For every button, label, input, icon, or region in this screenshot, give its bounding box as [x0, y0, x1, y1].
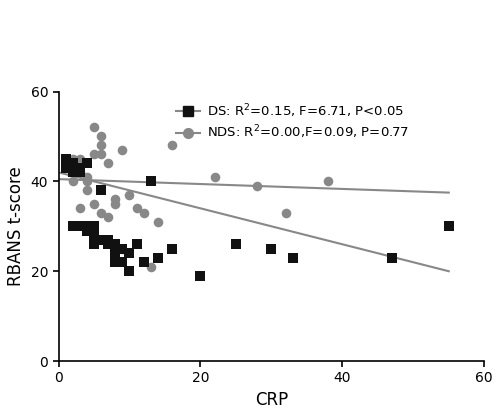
Point	[168, 142, 176, 149]
Point	[126, 250, 134, 257]
Point	[147, 178, 155, 185]
Point	[104, 160, 112, 167]
Point	[140, 210, 147, 216]
Point	[132, 205, 140, 212]
Point	[68, 156, 76, 162]
Point	[268, 245, 276, 252]
Point	[83, 187, 91, 194]
Point	[90, 223, 98, 230]
Point	[68, 169, 76, 176]
Point	[112, 250, 120, 257]
Legend: DS: R$^2$=0.15, F=6.71, P<0.05, NDS: R$^2$=0.00,F=0.09, P=0.77: DS: R$^2$=0.15, F=6.71, P<0.05, NDS: R$^…	[172, 98, 413, 145]
Point	[388, 255, 396, 261]
Point	[210, 173, 218, 180]
Point	[132, 241, 140, 248]
Point	[83, 160, 91, 167]
Point	[90, 124, 98, 131]
Point	[90, 232, 98, 239]
Point	[118, 146, 126, 153]
Point	[68, 160, 76, 167]
Point	[112, 241, 120, 248]
Point	[83, 160, 91, 167]
Point	[282, 210, 290, 216]
Point	[76, 156, 84, 162]
Point	[68, 223, 76, 230]
Point	[232, 241, 240, 248]
Point	[118, 259, 126, 265]
Y-axis label: RBANS t-score: RBANS t-score	[7, 166, 25, 286]
Point	[112, 196, 120, 203]
Point	[76, 223, 84, 230]
Point	[97, 133, 105, 140]
Point	[104, 236, 112, 243]
Point	[76, 169, 84, 176]
Point	[168, 245, 176, 252]
Point	[104, 241, 112, 248]
Point	[118, 245, 126, 252]
Point	[288, 255, 296, 261]
Point	[76, 165, 84, 171]
Point	[97, 210, 105, 216]
Point	[324, 178, 332, 185]
Point	[83, 178, 91, 185]
Point	[253, 183, 261, 189]
Point	[62, 160, 70, 167]
Point	[68, 165, 76, 171]
Point	[62, 156, 70, 162]
Point	[76, 205, 84, 212]
Point	[126, 268, 134, 275]
Point	[97, 142, 105, 149]
Point	[97, 236, 105, 243]
Point	[90, 241, 98, 248]
Point	[83, 223, 91, 230]
Point	[90, 201, 98, 207]
Point	[112, 259, 120, 265]
Point	[68, 178, 76, 185]
X-axis label: CRP: CRP	[255, 391, 288, 409]
Point	[154, 218, 162, 225]
Point	[112, 201, 120, 207]
Point	[104, 214, 112, 220]
Point	[196, 272, 204, 279]
Point	[147, 263, 155, 270]
Point	[97, 151, 105, 158]
Point	[126, 191, 134, 198]
Point	[83, 173, 91, 180]
Point	[445, 223, 453, 230]
Point	[140, 259, 147, 265]
Point	[97, 187, 105, 194]
Point	[154, 255, 162, 261]
Point	[118, 245, 126, 252]
Point	[76, 169, 84, 176]
Point	[62, 165, 70, 171]
Point	[83, 228, 91, 234]
Point	[90, 151, 98, 158]
